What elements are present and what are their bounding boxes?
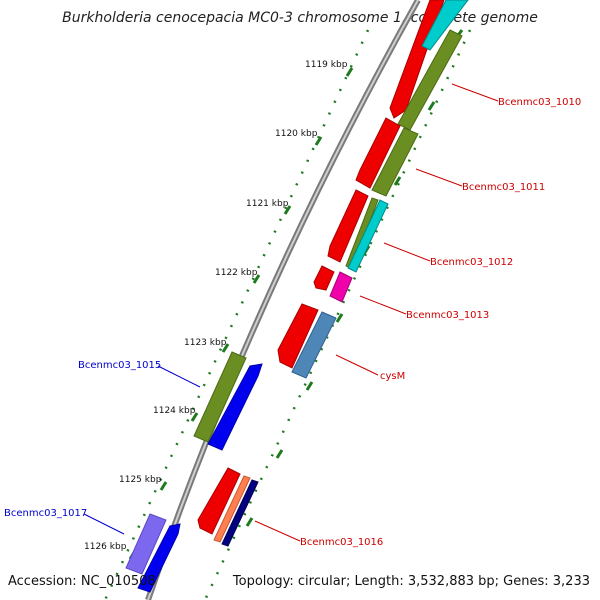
kbp-label: 1124 kbp bbox=[153, 406, 196, 416]
leader-cysm bbox=[335, 354, 379, 376]
topology-text: Topology: circular; Length: 3,532,883 bp… bbox=[232, 574, 590, 589]
outer-dotted-ring bbox=[103, 29, 370, 600]
gene-label: Bcenmc03_1011 bbox=[462, 182, 545, 193]
gene-bcenmc03-1017-lavender[interactable] bbox=[125, 513, 167, 575]
leader-bcenmc03-1012 bbox=[383, 242, 431, 262]
gene-bcenmc03-1013-cds[interactable] bbox=[313, 265, 335, 291]
accession-text: Accession: NC_010508 bbox=[8, 574, 156, 589]
gene-bcenmc03-1010-olive[interactable] bbox=[397, 29, 463, 131]
gene-bcenmc03-1012-cds[interactable] bbox=[327, 189, 369, 263]
gene-label: Bcenmc03_1016 bbox=[300, 537, 383, 548]
gene-bcenmc03-1017-cds[interactable] bbox=[137, 523, 181, 593]
forward-features bbox=[125, 351, 263, 593]
kbp-tick bbox=[190, 412, 199, 422]
kbp-label: 1120 kbp bbox=[275, 129, 318, 139]
gene-bcenmc03-1016-cds[interactable] bbox=[197, 467, 241, 535]
gene-label: Bcenmc03_1012 bbox=[430, 257, 513, 268]
leader-bcenmc03-1011 bbox=[415, 168, 463, 187]
gene-bcenmc03-1015-olive[interactable] bbox=[193, 351, 247, 443]
inner-tick bbox=[335, 313, 344, 323]
map-title: Burkholderia cenocepacia MC0-3 chromosom… bbox=[62, 10, 538, 26]
kbp-label: 1123 kbp bbox=[184, 338, 227, 348]
kbp-tick bbox=[252, 274, 261, 284]
gene-label: Bcenmc03_1017 bbox=[4, 508, 87, 519]
gene-label: Bcenmc03_1010 bbox=[498, 97, 581, 108]
inner-tick bbox=[275, 449, 284, 459]
gene-bcenmc03-1010-rna[interactable] bbox=[421, 0, 469, 51]
inner-tick bbox=[305, 381, 314, 391]
kbp-tick bbox=[159, 481, 168, 491]
gene-bcenmc03-1012-rna[interactable] bbox=[347, 199, 389, 273]
inner-tick bbox=[245, 517, 254, 527]
kbp-tick bbox=[345, 67, 354, 77]
leader-bcenmc03-1013 bbox=[359, 295, 407, 315]
gene-bcenmc03-1011-cds[interactable] bbox=[355, 117, 401, 189]
gene-cysm-steel[interactable] bbox=[291, 311, 337, 379]
gene-label: Bcenmc03_1015 bbox=[78, 360, 161, 371]
kbp-label: 1125 kbp bbox=[119, 475, 162, 485]
leader-bcenmc03-1015 bbox=[157, 365, 201, 388]
gene-features bbox=[197, 0, 469, 547]
chromosome-backbone bbox=[145, 0, 421, 600]
gene-bcenmc03-1016-navy[interactable] bbox=[221, 479, 259, 547]
inner-dotted-ring bbox=[203, 29, 472, 600]
leader-bcenmc03-1016 bbox=[254, 520, 301, 542]
gene-bcenmc03-1013-pink[interactable] bbox=[329, 271, 353, 303]
kbp-label: 1122 kbp bbox=[215, 268, 258, 278]
gene-bcenmc03-1016-coral[interactable] bbox=[213, 475, 251, 543]
kbp-label: 1119 kbp bbox=[305, 60, 348, 70]
gene-bcenmc03-1011-olive[interactable] bbox=[371, 127, 419, 197]
gene-cysm-cds[interactable] bbox=[277, 303, 319, 369]
kbp-tick bbox=[221, 343, 230, 353]
leader-bcenmc03-1010 bbox=[451, 83, 499, 102]
inner-tick bbox=[393, 176, 402, 186]
leader-bcenmc03-1017 bbox=[83, 513, 125, 535]
kbp-label: 1121 kbp bbox=[246, 199, 289, 209]
gene-bcenmc03-1015-cds[interactable] bbox=[207, 363, 263, 451]
chromosome-backbone-highlight bbox=[147, 0, 419, 600]
inner-tick bbox=[427, 101, 436, 111]
gene-label: cysM bbox=[380, 371, 405, 382]
kbp-label: 1126 kbp bbox=[84, 542, 127, 552]
gene-label: Bcenmc03_1013 bbox=[406, 310, 489, 321]
kbp-tick bbox=[314, 136, 323, 146]
kbp-tick bbox=[283, 205, 292, 215]
